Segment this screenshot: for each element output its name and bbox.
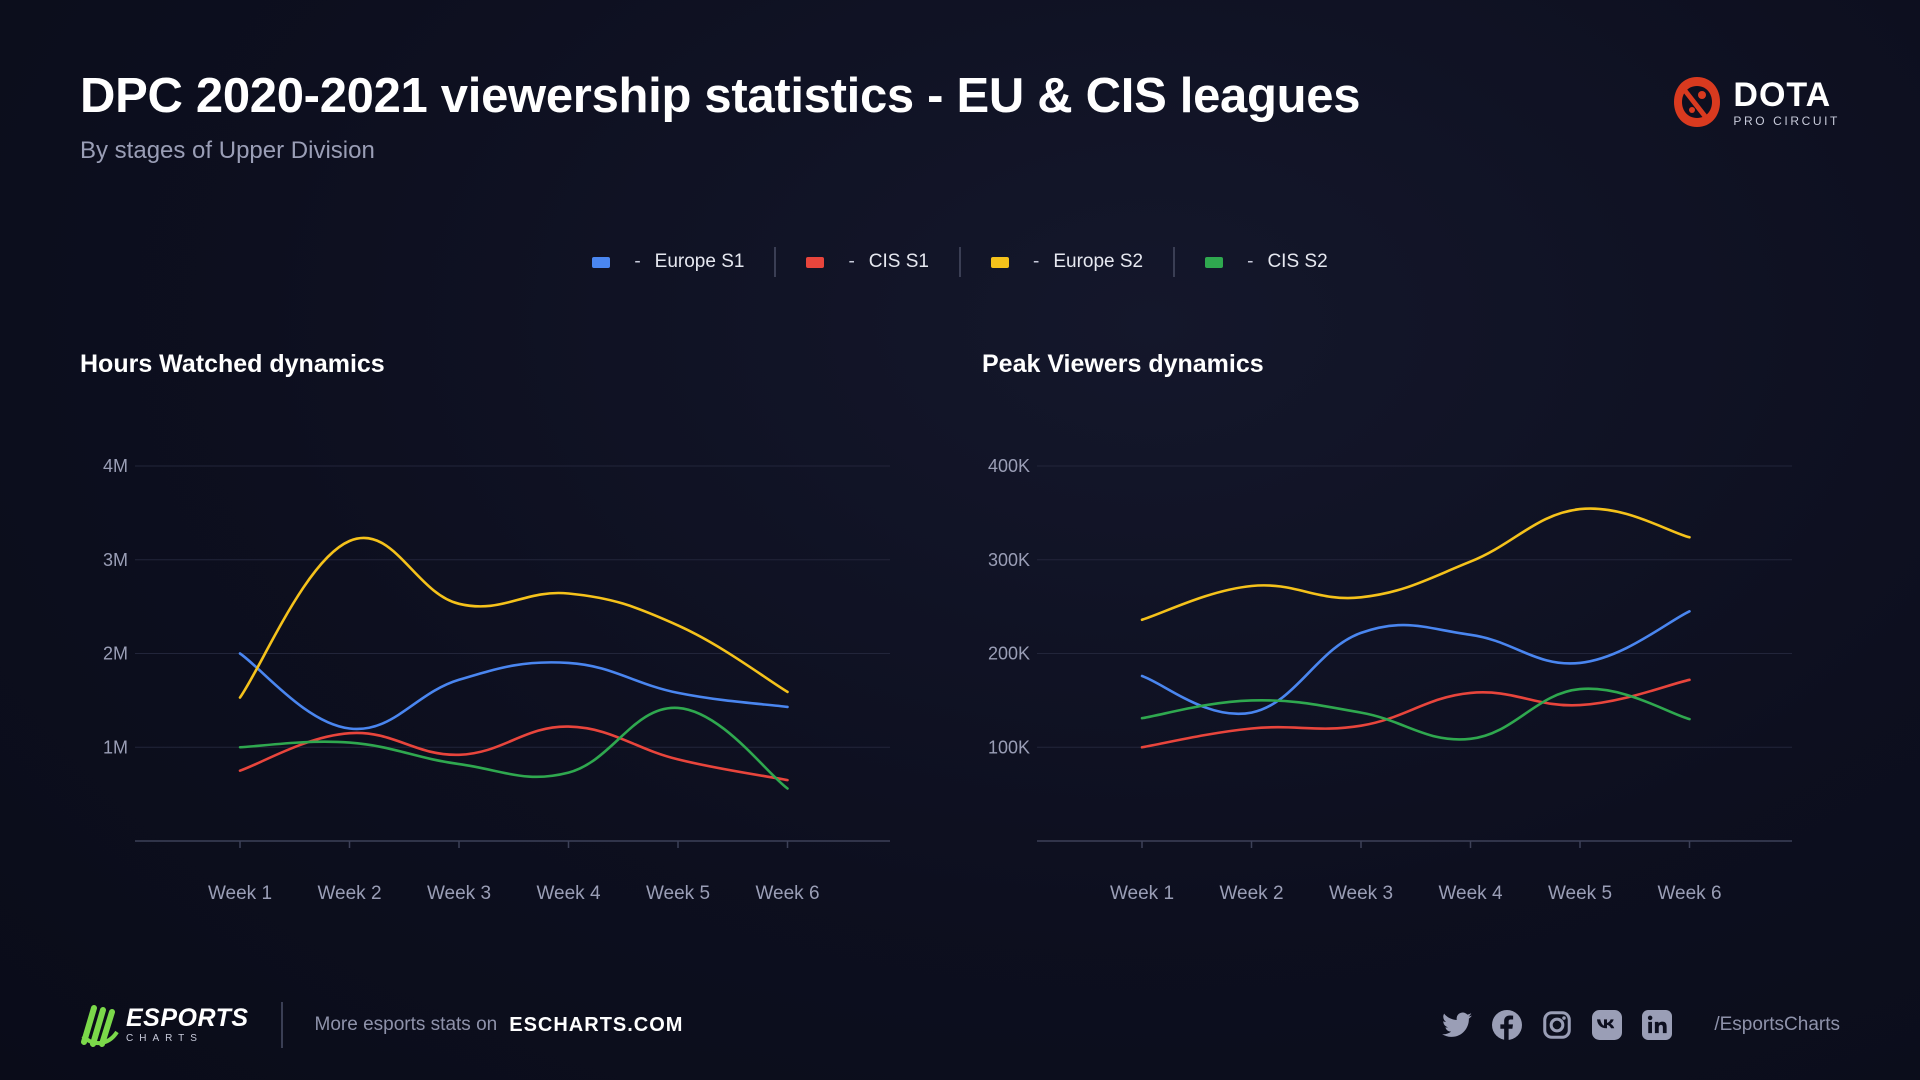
legend: - Europe S1 - CIS S1 - Europe S2 - CIS S… <box>0 247 1920 277</box>
peak-viewers-plot: 100K 200K 300K 400K Week 1 Week 2 Week 3 Week 4… <box>988 456 1792 904</box>
footer-more-text: More esports stats on <box>314 1014 498 1035</box>
x-tick-label: Week 3 <box>427 883 491 904</box>
legend-item-europe-s1: - Europe S1 <box>562 247 774 277</box>
esports-charts-logo-icon <box>81 1005 119 1047</box>
series-line-europe-s1 <box>238 652 789 731</box>
footer: ESPORTS CHARTS More esports stats on ESC… <box>80 1000 1840 1050</box>
y-tick-label: 200K <box>988 644 1030 664</box>
x-tick-label: Week 4 <box>536 883 601 904</box>
escharts-link[interactable]: ESCHARTS.COM <box>509 1013 684 1036</box>
x-tick-label: Week 5 <box>646 883 710 904</box>
y-tick-label: 400K <box>988 456 1030 476</box>
legend-dash: - <box>848 251 855 272</box>
legend-dash: - <box>1247 251 1254 272</box>
y-tick-label: 300K <box>988 550 1030 570</box>
legend-swatch <box>592 256 611 268</box>
x-tick-label: Week 6 <box>755 883 819 904</box>
legend-swatch <box>1205 256 1224 268</box>
series-line-cis-s2 <box>1140 687 1691 741</box>
x-tick-label: Week 2 <box>1219 883 1283 904</box>
legend-item-cis-s2: - CIS S2 <box>1173 247 1358 277</box>
twitter-icon[interactable] <box>1442 1010 1473 1040</box>
esports-logo-text: ESPORTS <box>126 1004 249 1032</box>
page-subtitle: By stages of Upper Division <box>80 137 375 164</box>
legend-item-europe-s2: - Europe S2 <box>959 247 1173 277</box>
series-line-cis-s1 <box>1140 678 1691 749</box>
vk-icon[interactable] <box>1592 1010 1623 1040</box>
series-line-cis-s1 <box>238 725 789 782</box>
peak-viewers-chart: 100K 200K 300K 400K Week 1 Week 2 Week 3 Week 4… <box>982 350 1822 910</box>
brand-name: DOTA <box>1733 75 1832 114</box>
series-line-europe-s1 <box>1140 610 1691 716</box>
facebook-icon[interactable] <box>1492 1010 1523 1040</box>
footer-divider <box>280 1002 283 1048</box>
x-tick-label: Week 1 <box>208 883 272 904</box>
x-tick-label: Week 5 <box>1548 883 1612 904</box>
x-tick-label: Week 6 <box>1657 883 1721 904</box>
x-tick-label: Week 2 <box>317 883 381 904</box>
hours-watched-plot: 1M 2M 3M 4M Week 1 Week 2 Week 3 Week 4 Week 5 We… <box>103 456 890 904</box>
hours-watched-chart: 1M 2M 3M 4M Week 1 Week 2 Week 3 Week 4 Week 5 We… <box>80 350 920 910</box>
legend-label: CIS S1 <box>868 251 929 272</box>
legend-swatch <box>991 256 1009 268</box>
y-tick-label: 4M <box>103 456 128 476</box>
esports-logo-subtext: CHARTS <box>126 1033 203 1044</box>
y-tick-label: 1M <box>103 737 128 757</box>
x-tick-label: Week 1 <box>1110 883 1174 904</box>
social-links: /EsportsCharts <box>1442 1010 1840 1040</box>
legend-dash: - <box>1033 251 1040 272</box>
page-title: DPC 2020-2021 viewership statistics - EU… <box>80 69 1361 123</box>
instagram-icon[interactable] <box>1542 1010 1572 1040</box>
y-tick-label: 2M <box>103 644 128 664</box>
series-line-cis-s2 <box>238 706 789 790</box>
x-tick-label: Week 3 <box>1329 883 1393 904</box>
legend-label: Europe S1 <box>654 251 745 272</box>
legend-item-cis-s1: - CIS S1 <box>774 247 959 277</box>
social-handle[interactable]: /EsportsCharts <box>1714 1014 1840 1035</box>
legend-dash: - <box>634 251 641 272</box>
y-tick-label: 100K <box>988 737 1030 757</box>
chart-title: Peak Viewers dynamics <box>982 350 1264 378</box>
legend-label: CIS S2 <box>1267 251 1328 272</box>
y-tick-label: 3M <box>103 550 128 570</box>
legend-swatch <box>806 256 825 268</box>
x-tick-label: Week 4 <box>1438 883 1503 904</box>
series-line-europe-s2 <box>238 536 789 699</box>
dota-pro-circuit-logo: DOTA PRO CIRCUIT <box>1671 74 1840 130</box>
legend-label: Europe S2 <box>1053 251 1144 272</box>
esports-charts-logo[interactable]: ESPORTS CHARTS <box>80 1002 249 1048</box>
series-line-europe-s2 <box>1140 507 1691 622</box>
dota-logo-icon <box>1674 77 1721 127</box>
brand-subtitle: PRO CIRCUIT <box>1733 113 1840 128</box>
linkedin-icon[interactable] <box>1642 1010 1673 1040</box>
chart-title: Hours Watched dynamics <box>80 350 385 378</box>
